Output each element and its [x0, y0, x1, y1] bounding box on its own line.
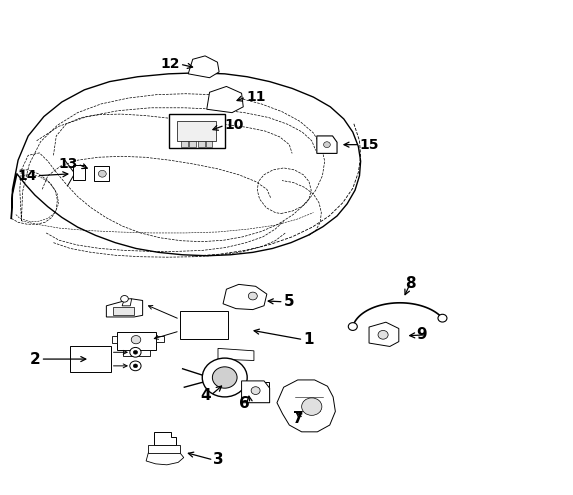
Circle shape — [348, 323, 358, 331]
Polygon shape — [148, 446, 180, 453]
Polygon shape — [317, 136, 337, 153]
Polygon shape — [117, 332, 156, 350]
Bar — [198, 141, 205, 147]
Circle shape — [131, 336, 141, 344]
Text: 1: 1 — [303, 332, 314, 347]
Polygon shape — [107, 299, 143, 317]
Polygon shape — [123, 350, 150, 356]
Circle shape — [251, 387, 260, 395]
Polygon shape — [277, 380, 335, 432]
Circle shape — [133, 364, 138, 368]
Circle shape — [202, 358, 247, 397]
Polygon shape — [242, 381, 270, 403]
Circle shape — [130, 347, 141, 357]
Text: 13: 13 — [58, 157, 77, 171]
Text: 2: 2 — [30, 351, 41, 367]
Bar — [70, 346, 111, 372]
Polygon shape — [369, 322, 399, 346]
Polygon shape — [168, 114, 225, 148]
Text: 4: 4 — [200, 388, 211, 403]
Text: 14: 14 — [17, 169, 37, 183]
Polygon shape — [154, 432, 176, 446]
Circle shape — [324, 142, 330, 148]
Text: 12: 12 — [160, 57, 180, 71]
Polygon shape — [112, 336, 117, 343]
Polygon shape — [218, 348, 254, 360]
Polygon shape — [156, 337, 164, 342]
Polygon shape — [177, 121, 216, 141]
Polygon shape — [246, 382, 269, 402]
Bar — [189, 141, 195, 147]
Text: 7: 7 — [293, 411, 303, 426]
Polygon shape — [73, 165, 85, 180]
Circle shape — [99, 170, 106, 177]
Polygon shape — [94, 166, 109, 181]
Circle shape — [301, 398, 322, 415]
Polygon shape — [122, 299, 132, 306]
Bar — [180, 311, 227, 339]
Text: 11: 11 — [246, 90, 265, 104]
Circle shape — [248, 292, 257, 300]
Circle shape — [130, 361, 141, 371]
Text: 9: 9 — [416, 327, 427, 343]
Circle shape — [121, 296, 128, 302]
Text: 10: 10 — [225, 118, 244, 132]
Circle shape — [133, 350, 138, 354]
Text: 5: 5 — [284, 295, 295, 309]
Circle shape — [438, 314, 447, 322]
Circle shape — [213, 367, 237, 388]
Bar — [181, 141, 188, 147]
Polygon shape — [188, 56, 219, 78]
Polygon shape — [112, 307, 134, 315]
Text: 8: 8 — [405, 276, 415, 292]
Text: 3: 3 — [214, 452, 224, 467]
Polygon shape — [146, 453, 184, 465]
Text: 6: 6 — [240, 396, 250, 411]
Circle shape — [378, 331, 388, 339]
Text: 15: 15 — [359, 138, 379, 151]
Polygon shape — [223, 284, 267, 309]
Polygon shape — [207, 87, 244, 113]
Bar — [206, 141, 213, 147]
